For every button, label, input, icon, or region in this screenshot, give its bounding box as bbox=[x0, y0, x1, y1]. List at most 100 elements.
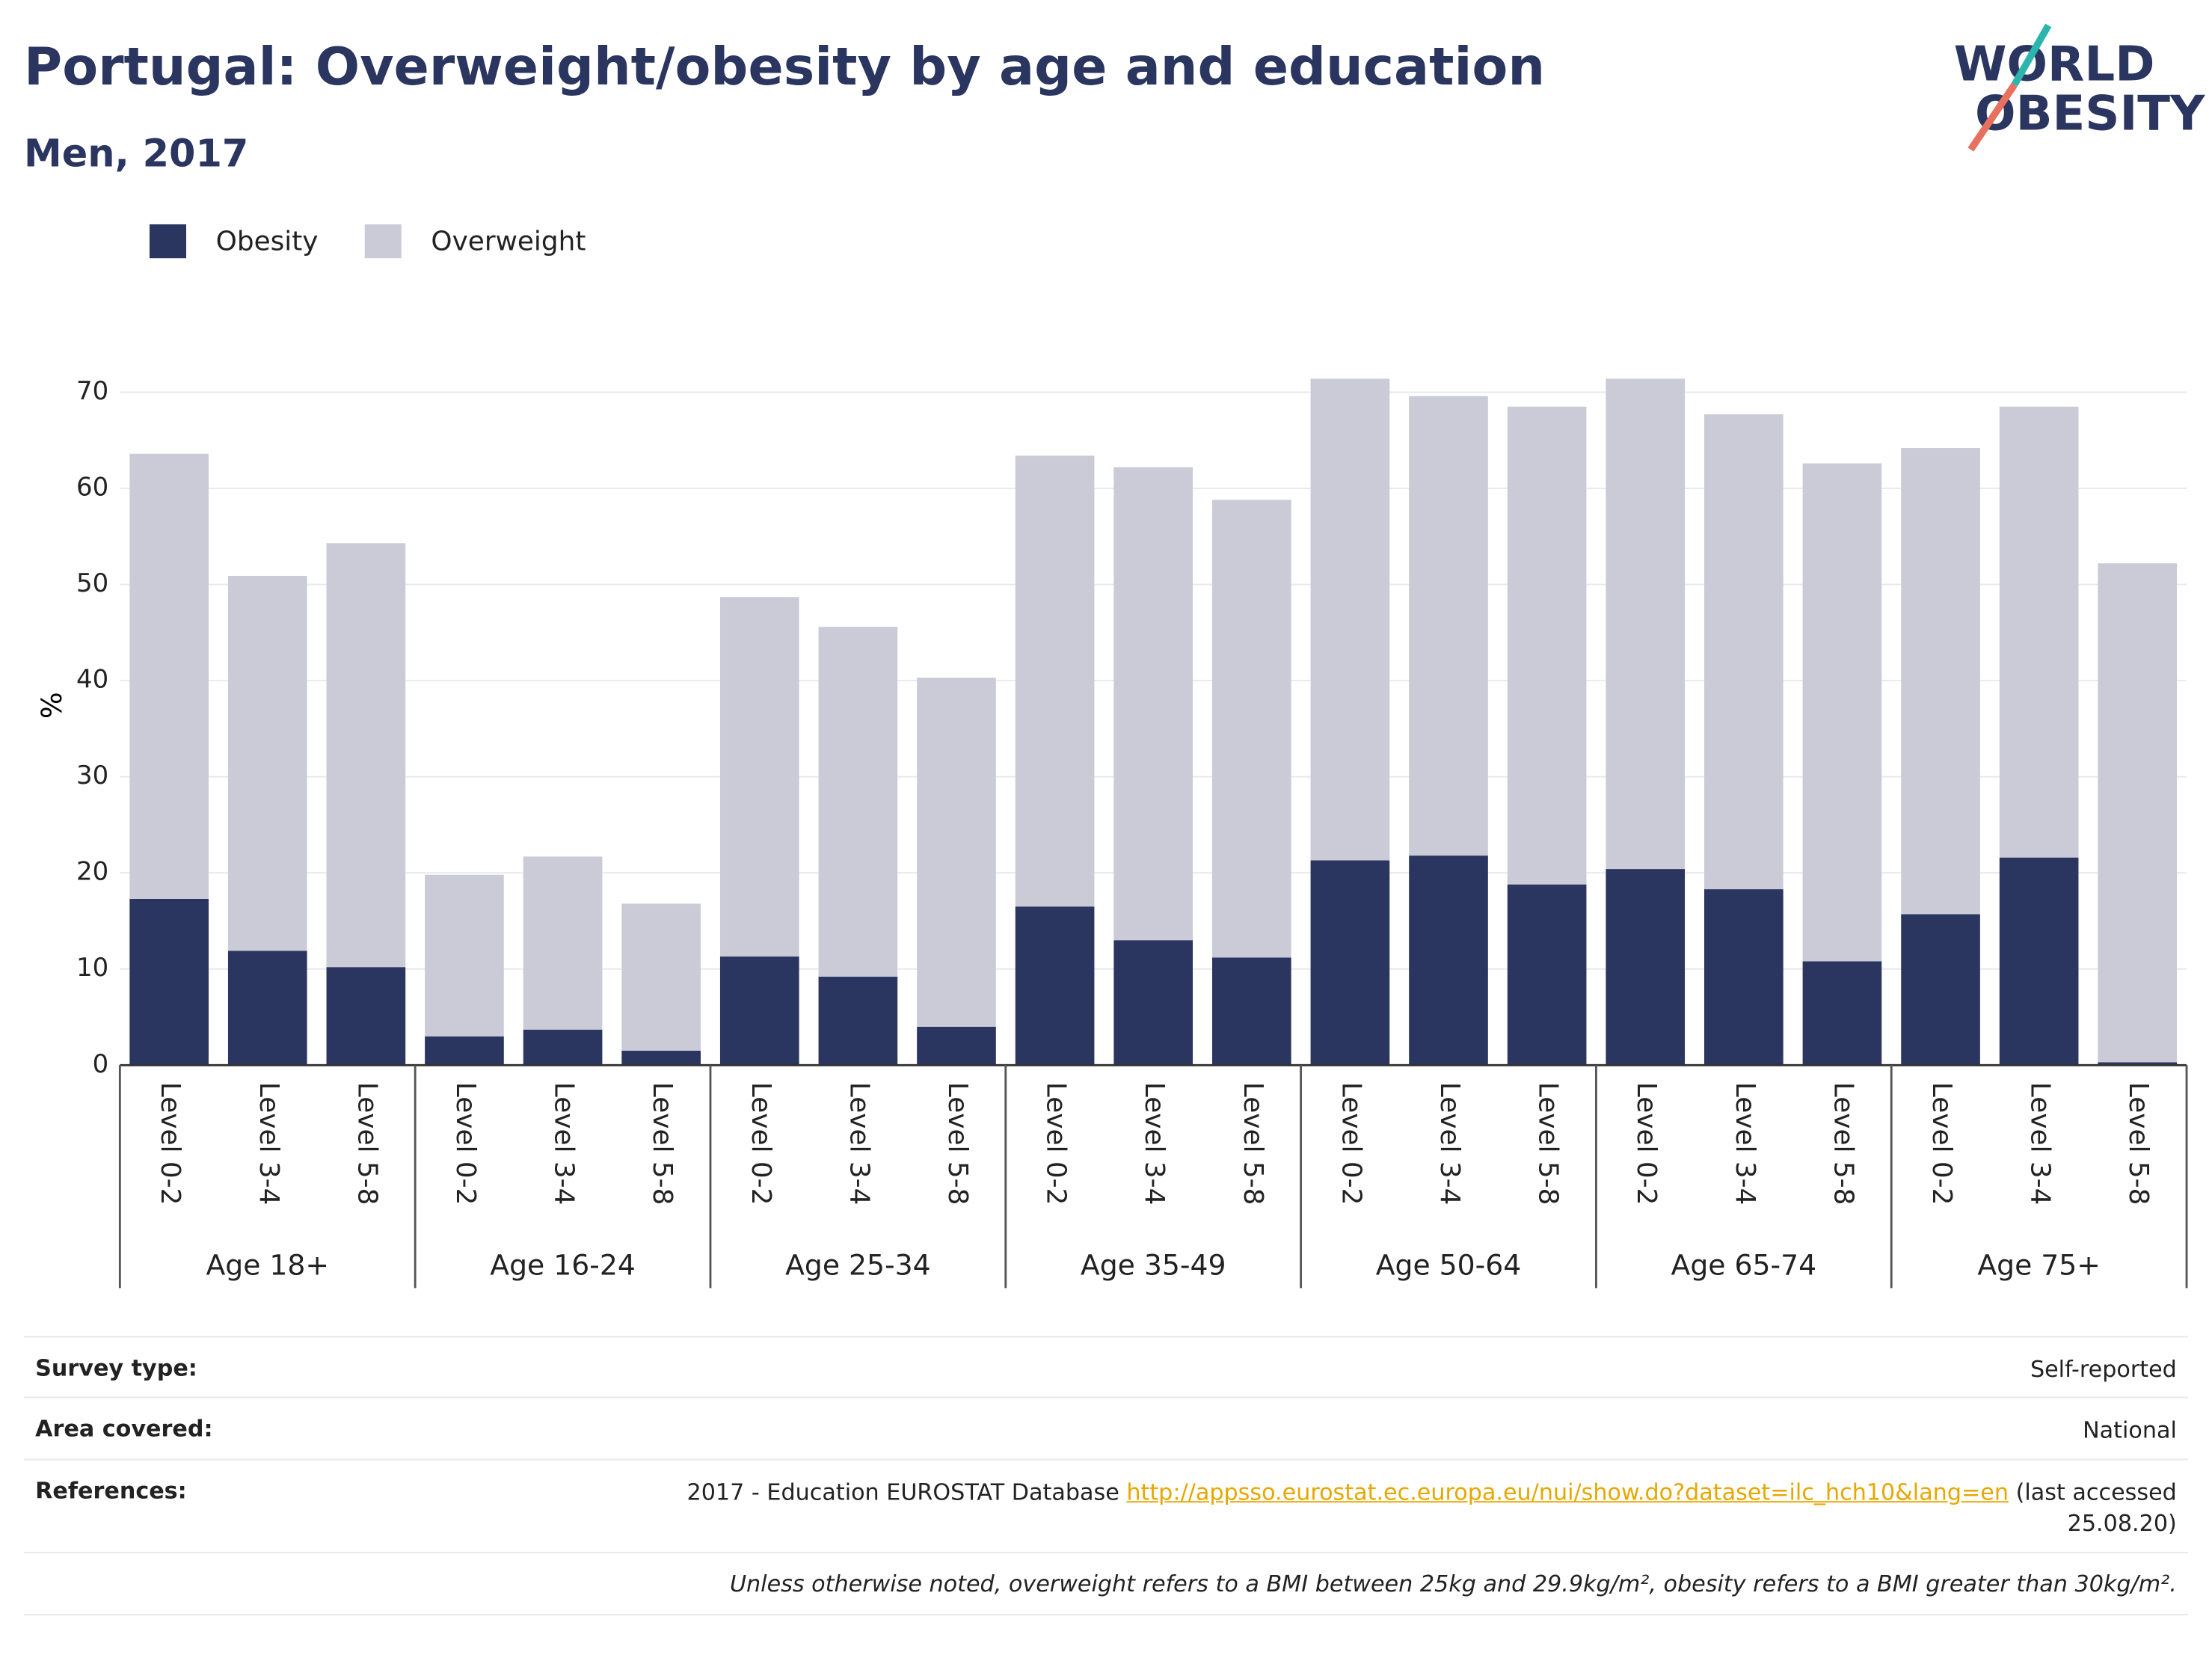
bar-segment bbox=[523, 856, 603, 1030]
bar-segment bbox=[1015, 906, 1095, 1066]
x-tick-label: Level 5-8 bbox=[1238, 1082, 1268, 1205]
x-tick-label: Level 3-4 bbox=[1139, 1082, 1170, 1205]
legend-swatch bbox=[364, 224, 402, 259]
bar-segment bbox=[1704, 414, 1784, 890]
bar-segment bbox=[1211, 500, 1291, 958]
y-tick-label: 70 bbox=[76, 376, 108, 406]
reference-note: (last accessed 25.08.20) bbox=[2015, 1479, 2177, 1537]
reference-text: 2017 - Education EUROSTAT Database bbox=[686, 1479, 1119, 1505]
bar-segment bbox=[1507, 406, 1587, 885]
x-tick-label: Level 5-8 bbox=[351, 1082, 382, 1205]
bar-segment bbox=[1507, 884, 1587, 1066]
bar-segment bbox=[1409, 856, 1488, 1066]
bar-segment bbox=[1310, 378, 1390, 861]
x-tick-label: Level 3-4 bbox=[1730, 1082, 1760, 1205]
bar-segment bbox=[1211, 957, 1291, 1066]
group-label: Age 25-34 bbox=[785, 1249, 931, 1282]
footer-value: 2017 - Education EUROSTAT Database http:… bbox=[611, 1477, 2177, 1539]
x-tick-label: Level 5-8 bbox=[2123, 1082, 2154, 1205]
legend-swatch bbox=[149, 224, 187, 259]
y-tick-label: 30 bbox=[76, 761, 108, 790]
bar-segment bbox=[621, 1051, 701, 1066]
footer-key: Survey type: bbox=[35, 1354, 197, 1381]
bar-segment bbox=[1901, 914, 1980, 1066]
legend-label: Overweight bbox=[431, 226, 586, 257]
x-tick-label: Level 3-4 bbox=[1434, 1082, 1465, 1205]
legend-label: Obesity bbox=[216, 226, 319, 257]
logo-slash bbox=[2011, 23, 2052, 87]
bar-segment bbox=[917, 1026, 996, 1066]
y-tick-label: 40 bbox=[76, 665, 108, 695]
x-tick-label: Level 5-8 bbox=[647, 1082, 678, 1205]
bar-segment bbox=[1606, 869, 1686, 1066]
footer-row: Survey type: Self-reported bbox=[24, 1336, 2188, 1398]
bar-segment bbox=[1113, 467, 1193, 941]
footer-value: National bbox=[2083, 1416, 2177, 1443]
footer-note: Unless otherwise noted, overweight refer… bbox=[729, 1570, 2177, 1597]
bar-segment bbox=[425, 874, 504, 1037]
x-tick-label: Level 3-4 bbox=[2025, 1082, 2056, 1205]
logo-text: WORLD bbox=[1954, 37, 2155, 93]
footer-key: References: bbox=[35, 1477, 187, 1504]
bar-segment bbox=[2098, 1062, 2178, 1066]
bar-segment bbox=[1113, 940, 1193, 1066]
bar-segment bbox=[1999, 406, 2079, 858]
bar-segment bbox=[129, 453, 209, 899]
bar-segment bbox=[1015, 455, 1095, 907]
bar-segment bbox=[1606, 378, 1686, 870]
bar-segment bbox=[1409, 396, 1488, 856]
bar-segment bbox=[326, 543, 406, 968]
footer-row: Area covered: National bbox=[24, 1396, 2188, 1461]
bar-segment bbox=[917, 678, 996, 1027]
bar-segment bbox=[818, 627, 898, 977]
x-tick-label: Level 0-2 bbox=[1631, 1082, 1662, 1205]
reference-link[interactable]: http://appsso.eurostat.ec.europa.eu/nui/… bbox=[1126, 1479, 2009, 1505]
footer-key: Area covered: bbox=[35, 1415, 213, 1442]
bar-segment bbox=[227, 575, 307, 951]
chart-subtitle: Men, 2017 bbox=[24, 132, 248, 176]
bar-segment bbox=[425, 1036, 504, 1066]
x-tick-label: Level 0-2 bbox=[1926, 1082, 1957, 1205]
group-label: Age 50-64 bbox=[1376, 1249, 1522, 1282]
x-tick-label: Level 3-4 bbox=[254, 1082, 284, 1205]
x-tick-label: Level 3-4 bbox=[844, 1082, 874, 1205]
bar-segment bbox=[1802, 961, 1882, 1066]
bar-segment bbox=[2098, 563, 2178, 1063]
footer-row: References: 2017 - Education EUROSTAT Dat… bbox=[24, 1458, 2188, 1553]
x-tick-label: Level 0-2 bbox=[746, 1082, 776, 1205]
y-tick-label: 50 bbox=[76, 568, 108, 598]
y-tick-label: 10 bbox=[76, 953, 108, 983]
footer-row: Unless otherwise noted, overweight refer… bbox=[24, 1552, 2188, 1616]
bar-segment bbox=[719, 957, 799, 1066]
bar-segment bbox=[719, 597, 799, 957]
logo: WORLD OBESITY bbox=[1954, 23, 2206, 152]
group-label: Age 75+ bbox=[1977, 1249, 2101, 1282]
chart-title: Portugal: Overweight/obesity by age and … bbox=[24, 37, 1545, 97]
x-tick-label: Level 0-2 bbox=[1041, 1082, 1072, 1205]
y-axis-label: % bbox=[35, 692, 68, 719]
x-tick-label: Level 0-2 bbox=[450, 1082, 481, 1205]
bar-segment bbox=[129, 898, 209, 1066]
bar-segment bbox=[523, 1029, 603, 1066]
footer-value: Self-reported bbox=[2030, 1355, 2177, 1383]
logo-text: OBESITY bbox=[1975, 86, 2206, 142]
group-label: Age 65-74 bbox=[1671, 1249, 1817, 1282]
bar-segment bbox=[227, 951, 307, 1066]
x-tick-label: Level 5-8 bbox=[1533, 1082, 1564, 1205]
bar-segment bbox=[1802, 463, 1882, 962]
x-tick-label: Level 5-8 bbox=[1828, 1082, 1858, 1205]
x-tick-label: Level 0-2 bbox=[1336, 1082, 1366, 1205]
group-label: Age 18+ bbox=[206, 1249, 329, 1282]
bar-segment bbox=[1999, 857, 2079, 1066]
logo-slash bbox=[1967, 82, 2018, 152]
bar-segment bbox=[621, 903, 701, 1051]
group-label: Age 35-49 bbox=[1081, 1249, 1226, 1282]
group-label: Age 16-24 bbox=[490, 1249, 636, 1282]
bar-segment bbox=[818, 977, 898, 1066]
x-tick-label: Level 3-4 bbox=[549, 1082, 580, 1205]
x-tick-label: Level 5-8 bbox=[942, 1082, 973, 1205]
y-tick-label: 60 bbox=[76, 473, 108, 503]
y-tick-label: 20 bbox=[76, 857, 108, 887]
bar-segment bbox=[1310, 860, 1390, 1066]
